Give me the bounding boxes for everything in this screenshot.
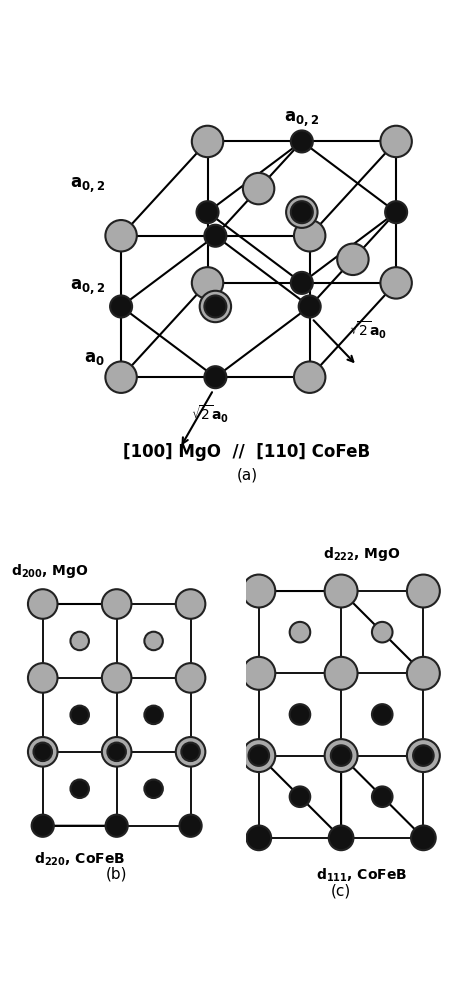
Circle shape bbox=[411, 825, 436, 850]
Text: $\sqrt{2}\mathbf{a_0}$: $\sqrt{2}\mathbf{a_0}$ bbox=[191, 404, 228, 425]
Circle shape bbox=[407, 575, 440, 608]
Circle shape bbox=[407, 657, 440, 690]
Circle shape bbox=[294, 220, 326, 251]
Text: [100] MgO  //  [110] CoFeB: [100] MgO // [110] CoFeB bbox=[123, 443, 370, 461]
Circle shape bbox=[331, 746, 351, 765]
Circle shape bbox=[182, 743, 200, 761]
Text: $\mathbf{a_{0,2}}$: $\mathbf{a_{0,2}}$ bbox=[70, 277, 105, 296]
Circle shape bbox=[407, 740, 440, 772]
Circle shape bbox=[176, 663, 205, 693]
Circle shape bbox=[329, 825, 354, 850]
Text: $\mathbf{a_0}$: $\mathbf{a_0}$ bbox=[84, 348, 105, 366]
Circle shape bbox=[385, 202, 407, 224]
Circle shape bbox=[145, 779, 163, 798]
Circle shape bbox=[381, 126, 412, 157]
Circle shape bbox=[71, 779, 89, 798]
Circle shape bbox=[290, 786, 310, 807]
Circle shape bbox=[325, 657, 357, 690]
Circle shape bbox=[176, 738, 205, 766]
Text: $\mathbf{d_{220}}$, CoFeB: $\mathbf{d_{220}}$, CoFeB bbox=[34, 850, 125, 867]
Circle shape bbox=[242, 740, 275, 772]
Circle shape bbox=[105, 361, 137, 393]
Circle shape bbox=[290, 705, 310, 725]
Circle shape bbox=[28, 738, 57, 766]
Circle shape bbox=[71, 706, 89, 725]
Circle shape bbox=[71, 632, 89, 650]
Circle shape bbox=[28, 663, 57, 693]
Circle shape bbox=[246, 825, 271, 850]
Circle shape bbox=[204, 366, 227, 388]
Circle shape bbox=[176, 589, 205, 619]
Text: (a): (a) bbox=[236, 468, 257, 483]
Circle shape bbox=[102, 738, 131, 766]
Circle shape bbox=[290, 622, 310, 643]
Circle shape bbox=[291, 131, 313, 153]
Circle shape bbox=[110, 295, 132, 317]
Circle shape bbox=[197, 202, 219, 224]
Circle shape bbox=[32, 814, 54, 836]
Circle shape bbox=[337, 244, 369, 275]
Text: $\mathbf{d_{111}}$, CoFeB: $\mathbf{d_{111}}$, CoFeB bbox=[316, 866, 407, 883]
Circle shape bbox=[325, 575, 357, 608]
Circle shape bbox=[102, 663, 131, 693]
Circle shape bbox=[102, 589, 131, 619]
Text: (c): (c) bbox=[331, 884, 351, 899]
Circle shape bbox=[106, 814, 128, 836]
Text: (b): (b) bbox=[106, 866, 128, 881]
Circle shape bbox=[248, 746, 269, 765]
Circle shape bbox=[243, 173, 274, 205]
Circle shape bbox=[381, 267, 412, 298]
Circle shape bbox=[145, 706, 163, 725]
Circle shape bbox=[299, 295, 321, 317]
Circle shape bbox=[286, 197, 318, 228]
Circle shape bbox=[108, 743, 126, 761]
Text: $\mathbf{a_{0,2}}$: $\mathbf{a_{0,2}}$ bbox=[284, 109, 319, 128]
Circle shape bbox=[145, 632, 163, 650]
Circle shape bbox=[372, 622, 392, 643]
Text: $\mathbf{a_{0,2}}$: $\mathbf{a_{0,2}}$ bbox=[70, 176, 105, 195]
Text: $\sqrt{2}\mathbf{a_0}$: $\sqrt{2}\mathbf{a_0}$ bbox=[349, 319, 387, 340]
Circle shape bbox=[200, 290, 231, 322]
Circle shape bbox=[204, 295, 227, 317]
Circle shape bbox=[325, 740, 357, 772]
Text: $\mathbf{d_{200}}$, MgO: $\mathbf{d_{200}}$, MgO bbox=[11, 562, 89, 580]
Circle shape bbox=[192, 267, 223, 298]
Circle shape bbox=[28, 589, 57, 619]
Circle shape bbox=[204, 225, 227, 247]
Circle shape bbox=[242, 657, 275, 690]
Circle shape bbox=[294, 361, 326, 393]
Circle shape bbox=[372, 786, 392, 807]
Circle shape bbox=[105, 220, 137, 251]
Circle shape bbox=[180, 814, 201, 836]
Circle shape bbox=[291, 271, 313, 293]
Circle shape bbox=[34, 743, 52, 761]
Circle shape bbox=[413, 746, 434, 765]
Circle shape bbox=[291, 202, 313, 224]
Circle shape bbox=[192, 126, 223, 157]
Circle shape bbox=[372, 705, 392, 725]
Circle shape bbox=[242, 575, 275, 608]
Text: $\mathbf{d_{222}}$, MgO: $\mathbf{d_{222}}$, MgO bbox=[323, 545, 401, 563]
